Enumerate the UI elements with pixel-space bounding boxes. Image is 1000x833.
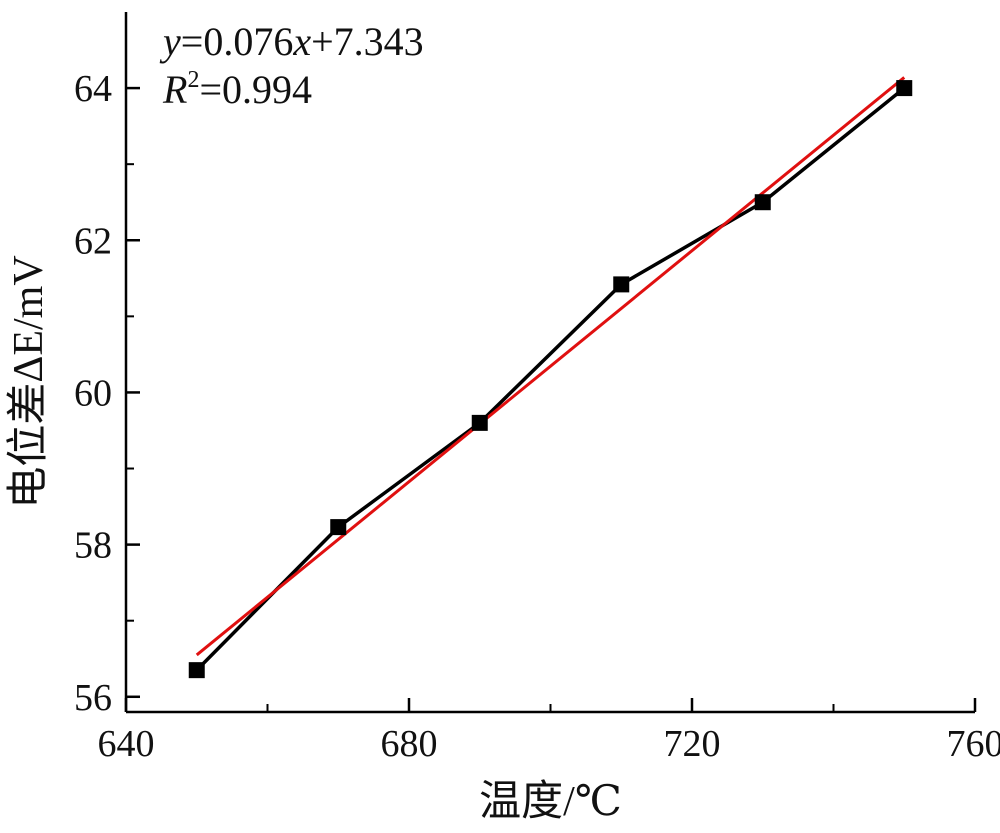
data-point-marker: [330, 519, 347, 536]
y-tick-label: 60: [74, 372, 112, 414]
y-tick-label: 56: [74, 677, 112, 719]
x-tick-label: 760: [947, 723, 1000, 765]
fit-line: [195, 76, 906, 657]
y-tick-label: 58: [74, 525, 112, 567]
y-tick-label: 64: [74, 68, 112, 110]
x-tick-label: 640: [98, 723, 155, 765]
x-axis-title: 温度/℃: [479, 779, 622, 825]
data-point-marker: [754, 194, 771, 211]
fit-equation: y=0.076x+7.343: [159, 19, 424, 64]
data-point-marker: [613, 276, 630, 293]
data-point-marker: [188, 662, 205, 679]
r-symbol: R: [162, 67, 187, 112]
r-value: =0.994: [199, 67, 312, 112]
y-tick-label: 62: [74, 220, 112, 262]
eq-x-symbol: x: [292, 19, 311, 64]
x-tick-label: 720: [664, 723, 721, 765]
eq-y-symbol: y: [159, 19, 181, 64]
y-axis-title: 电位差ΔE/mV: [5, 255, 52, 508]
r-squared: R2=0.994: [162, 67, 312, 112]
eq-slope: =0.076: [181, 19, 294, 64]
data-point-marker: [896, 80, 913, 97]
series-layer: [188, 76, 913, 679]
x-tick-label: 680: [381, 723, 438, 765]
r-superscript: 2: [187, 67, 199, 93]
tick-marks: [124, 86, 977, 712]
data-series-line: [195, 86, 906, 672]
data-point-marker: [471, 414, 488, 431]
eq-intercept: +7.343: [311, 19, 424, 64]
tick-labels: 640 680 720 760 56 58 60 62 64: [74, 68, 1000, 765]
